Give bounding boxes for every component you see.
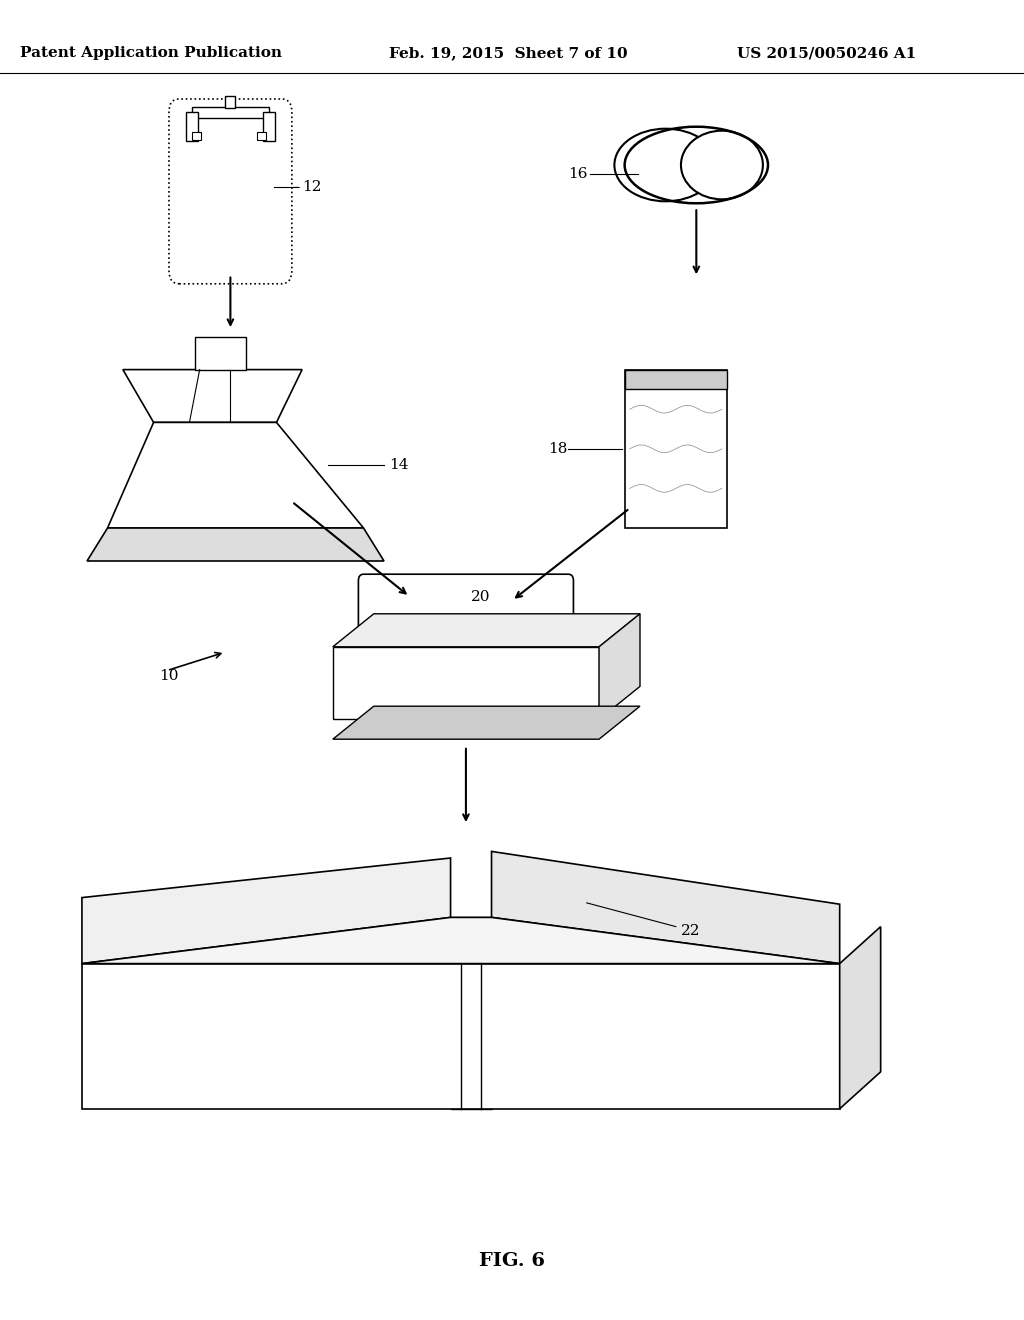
Text: Feb. 19, 2015  Sheet 7 of 10: Feb. 19, 2015 Sheet 7 of 10 [389,46,628,61]
Bar [195,337,246,370]
Text: 14: 14 [389,458,409,471]
Bar [262,112,274,141]
Polygon shape [123,370,302,422]
Polygon shape [492,851,840,964]
Text: 22: 22 [681,924,700,937]
Ellipse shape [614,128,717,201]
FancyBboxPatch shape [358,574,573,634]
Text: 16: 16 [568,168,588,181]
Text: 20: 20 [471,590,490,603]
Polygon shape [82,858,451,964]
Polygon shape [599,614,640,719]
Polygon shape [840,927,881,1109]
Bar [256,132,266,140]
Polygon shape [82,917,840,964]
Text: Patent Application Publication: Patent Application Publication [20,46,283,61]
Polygon shape [108,422,364,528]
FancyBboxPatch shape [169,99,292,284]
Polygon shape [82,964,840,1109]
Polygon shape [451,917,492,1109]
Text: 18: 18 [548,442,567,455]
Text: 12: 12 [302,181,322,194]
Ellipse shape [681,131,763,199]
Bar [625,370,727,389]
Polygon shape [333,614,640,647]
Text: US 2015/0050246 A1: US 2015/0050246 A1 [737,46,916,61]
Bar [193,132,201,140]
Bar [225,96,236,108]
Bar [186,112,199,141]
Text: FIG. 6: FIG. 6 [479,1251,545,1270]
Polygon shape [333,706,640,739]
Polygon shape [87,528,384,561]
Bar [193,107,268,117]
Bar [625,370,727,528]
Polygon shape [333,647,599,719]
Text: 10: 10 [159,669,178,682]
